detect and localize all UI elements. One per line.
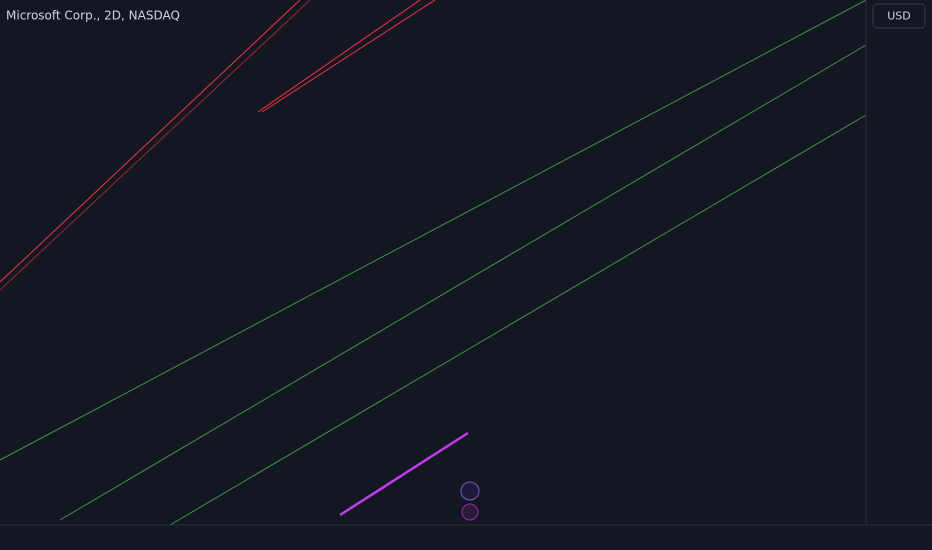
chart-title: Microsoft Corp., 2D, NASDAQ <box>6 9 180 23</box>
trend-channels <box>0 0 867 526</box>
price-scale <box>866 0 932 550</box>
currency-label[interactable]: USD <box>887 10 911 23</box>
currency-button[interactable] <box>872 3 926 29</box>
alert-icon[interactable] <box>460 481 480 501</box>
split-icon[interactable] <box>461 503 479 521</box>
